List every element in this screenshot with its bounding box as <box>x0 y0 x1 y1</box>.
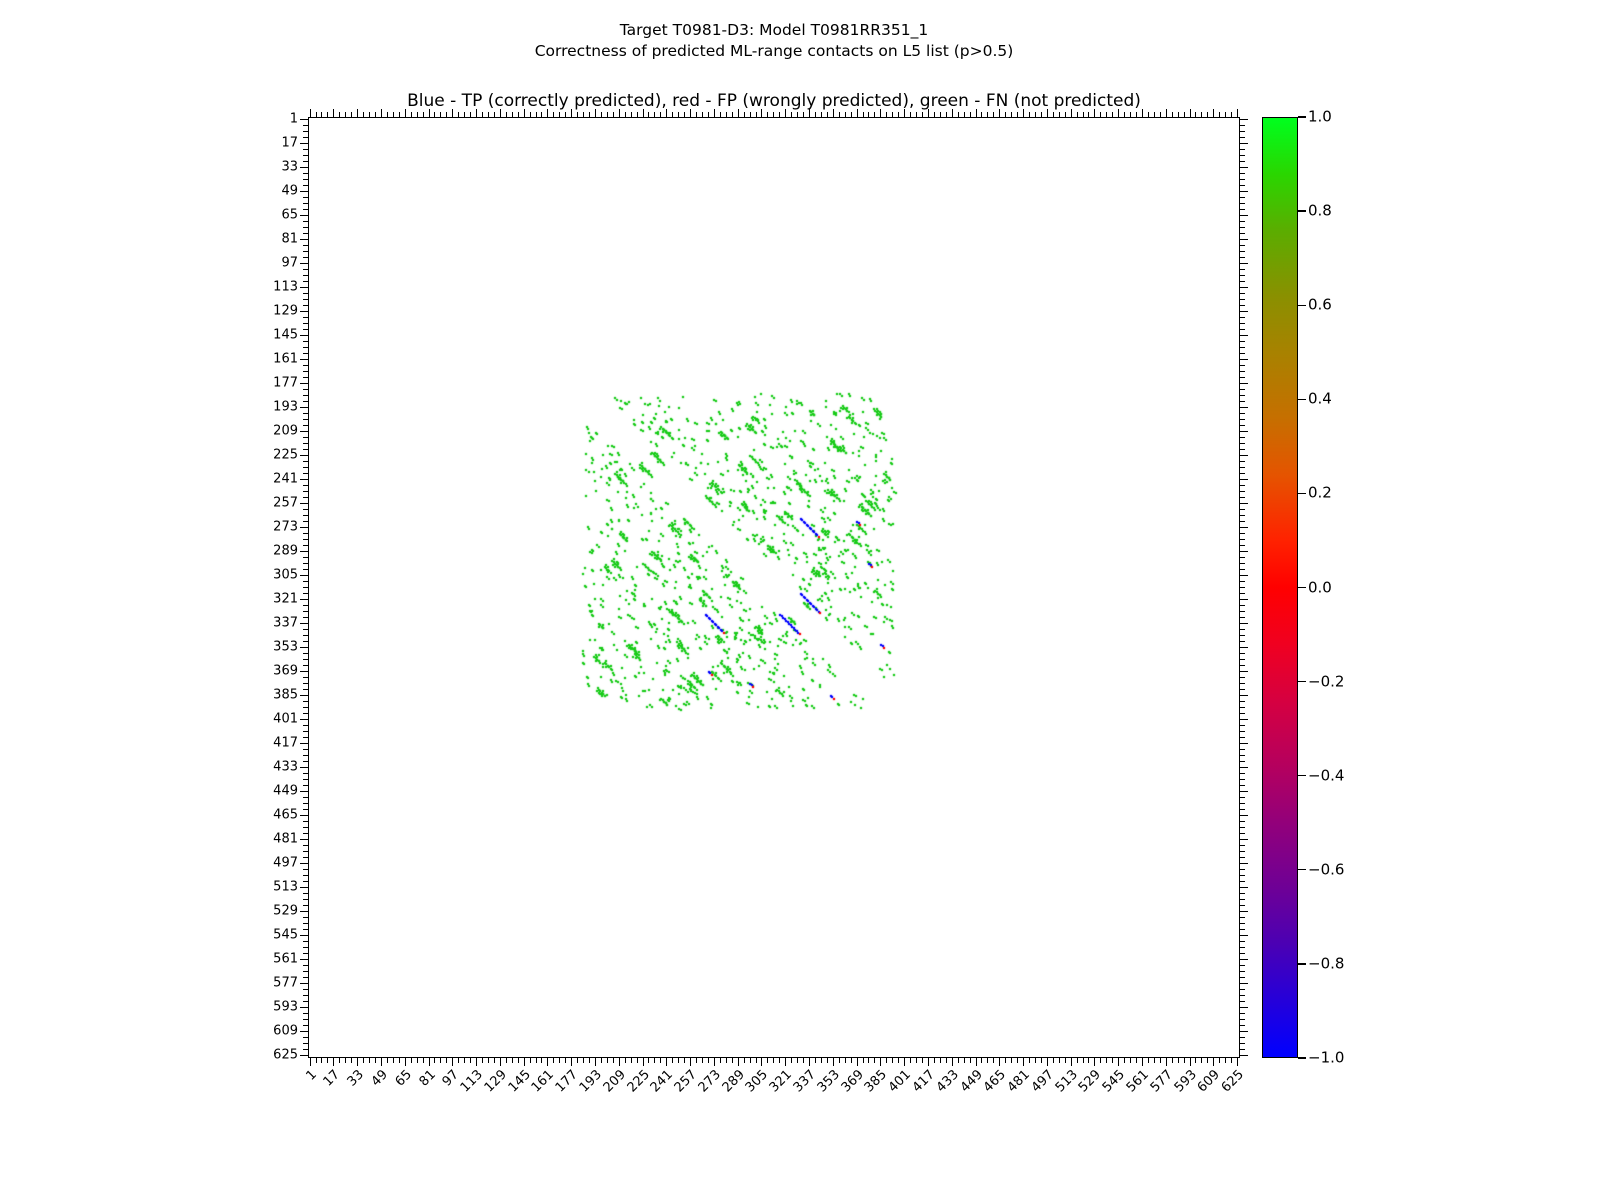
y-tick-label: 241 <box>273 471 298 487</box>
y-tick-label: 577 <box>273 975 298 991</box>
y-tick-label: 113 <box>273 279 298 295</box>
y-tick-label: 17 <box>281 135 298 151</box>
colorbar-ticks <box>1298 116 1307 1059</box>
y-tick-label: 81 <box>281 231 298 247</box>
y-tick-label: 497 <box>273 855 298 871</box>
contact-map-canvas <box>309 118 1238 1056</box>
colorbar-tick-label: 1.0 <box>1308 107 1332 126</box>
colorbar-tick-label: −0.8 <box>1308 954 1345 973</box>
colorbar-tick-label: −0.2 <box>1308 672 1345 691</box>
chart-title-line-2: Correctness of predicted ML-range contac… <box>534 42 1014 60</box>
y-tick-label: 625 <box>273 1047 298 1063</box>
y-tick-label: 129 <box>273 303 298 319</box>
y-tick-label: 289 <box>273 543 298 559</box>
x-axis-ticks-top <box>308 109 1240 117</box>
y-tick-label: 49 <box>281 183 298 199</box>
y-tick-label: 513 <box>273 879 298 895</box>
y-tick-label: 593 <box>273 999 298 1015</box>
y-tick-label: 193 <box>273 399 298 415</box>
y-tick-label: 177 <box>273 375 298 391</box>
chart-title-block: Target T0981-D3: Model T0981RR351_1 Corr… <box>0 20 1548 62</box>
colorbar-tick-label: −0.4 <box>1308 766 1345 785</box>
chart-legend-text: Blue - TP (correctly predicted), red - F… <box>407 91 1141 111</box>
y-tick-label: 401 <box>273 711 298 727</box>
colorbar-tick-label: 0.2 <box>1308 483 1332 502</box>
y-tick-label: 417 <box>273 735 298 751</box>
y-tick-label: 353 <box>273 639 298 655</box>
y-tick-label: 465 <box>273 807 298 823</box>
y-tick-label: 385 <box>273 687 298 703</box>
y-tick-label: 225 <box>273 447 298 463</box>
colorbar-tick-label: 0.4 <box>1308 389 1332 408</box>
colorbar-tick-label: 0.6 <box>1308 295 1332 314</box>
y-tick-label: 209 <box>273 423 298 439</box>
y-tick-label: 545 <box>273 927 298 943</box>
y-tick-label: 449 <box>273 783 298 799</box>
colorbar <box>1262 116 1306 1059</box>
y-tick-label: 273 <box>273 519 298 535</box>
y-tick-label: 321 <box>273 591 298 607</box>
contact-map-plot-area <box>308 117 1240 1058</box>
y-tick-label: 609 <box>273 1023 298 1039</box>
y-tick-label: 1 <box>289 111 298 127</box>
y-axis-ticks-left <box>300 117 308 1058</box>
y-tick-label: 145 <box>273 327 298 343</box>
colorbar-tick-label: 0.8 <box>1308 201 1332 220</box>
y-tick-label: 33 <box>281 159 298 175</box>
chart-title-line-1: Target T0981-D3: Model T0981RR351_1 <box>619 21 929 39</box>
y-tick-label: 561 <box>273 951 298 967</box>
colorbar-tick-label: −1.0 <box>1308 1048 1345 1067</box>
y-tick-label: 481 <box>273 831 298 847</box>
y-tick-label: 305 <box>273 567 298 583</box>
y-tick-label: 337 <box>273 615 298 631</box>
colorbar-tick-label: 0.0 <box>1308 578 1332 596</box>
x-axis-ticks-bottom <box>308 1058 1240 1066</box>
colorbar-gradient <box>1262 117 1298 1058</box>
y-axis-ticks-right <box>1240 117 1248 1058</box>
y-tick-label: 161 <box>273 351 298 367</box>
y-tick-label: 97 <box>281 255 298 271</box>
colorbar-tick-label: −0.6 <box>1308 860 1345 879</box>
y-tick-label: 433 <box>273 759 298 775</box>
y-tick-label: 369 <box>273 663 298 679</box>
y-tick-label: 529 <box>273 903 298 919</box>
y-tick-label: 257 <box>273 495 298 511</box>
y-tick-label: 65 <box>281 207 298 223</box>
